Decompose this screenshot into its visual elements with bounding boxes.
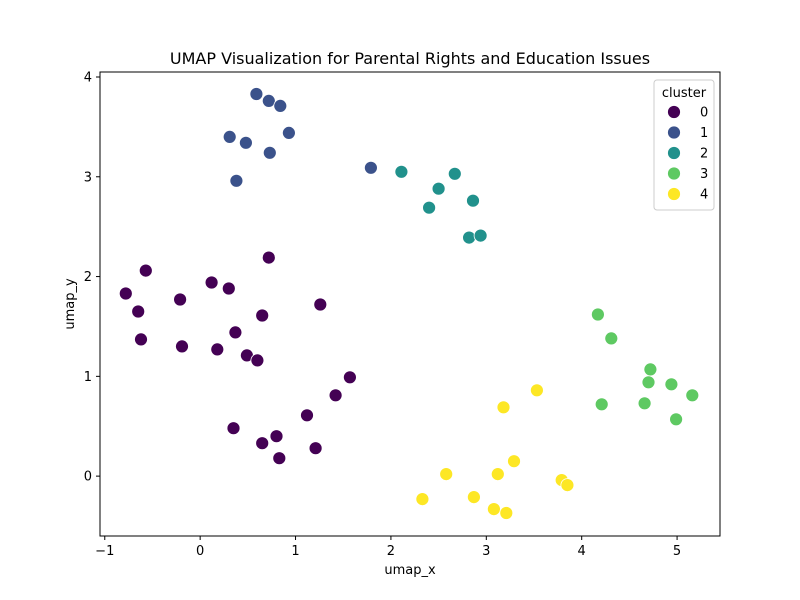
data-point-cluster-1 bbox=[229, 173, 244, 188]
y-tick-label: 0 bbox=[84, 470, 92, 485]
data-point-cluster-4 bbox=[486, 502, 501, 517]
data-point-cluster-4 bbox=[499, 506, 514, 520]
x-axis: −1 0 1 2 3 4 5 bbox=[95, 536, 681, 559]
y-tick-label: 3 bbox=[84, 170, 92, 185]
data-point-cluster-3 bbox=[591, 307, 605, 322]
data-point-cluster-0 bbox=[269, 429, 284, 444]
data-point-cluster-3 bbox=[643, 362, 658, 377]
data-point-cluster-1 bbox=[249, 87, 264, 101]
x-tick-label: 0 bbox=[196, 544, 204, 559]
data-point-cluster-2 bbox=[422, 200, 437, 215]
data-point-cluster-2 bbox=[466, 193, 480, 208]
data-point-cluster-3 bbox=[594, 397, 609, 412]
legend-label-2: 2 bbox=[700, 147, 708, 162]
x-tick-label: 4 bbox=[578, 544, 586, 559]
data-point-cluster-0 bbox=[138, 263, 153, 278]
data-point-cluster-3 bbox=[641, 375, 656, 390]
x-tick-label: −1 bbox=[95, 544, 114, 559]
legend-marker-2 bbox=[667, 146, 681, 160]
y-tick-label: 4 bbox=[84, 70, 92, 85]
data-point-cluster-0 bbox=[328, 388, 343, 403]
legend-marker-4 bbox=[667, 187, 681, 201]
data-point-cluster-0 bbox=[221, 281, 236, 296]
data-point-cluster-0 bbox=[118, 286, 133, 301]
data-point-cluster-1 bbox=[363, 160, 378, 175]
data-point-cluster-1 bbox=[273, 99, 288, 113]
data-point-cluster-0 bbox=[250, 353, 265, 368]
data-point-cluster-2 bbox=[447, 166, 462, 181]
data-point-cluster-2 bbox=[394, 164, 409, 179]
x-axis-label: umap_x bbox=[384, 563, 436, 578]
data-point-cluster-1 bbox=[261, 94, 276, 108]
data-point-cluster-0 bbox=[272, 451, 287, 466]
data-point-cluster-0 bbox=[308, 441, 323, 456]
data-point-cluster-0 bbox=[261, 250, 276, 265]
data-point-cluster-1 bbox=[222, 129, 237, 144]
y-axis-label: umap_y bbox=[63, 278, 78, 330]
chart-title: UMAP Visualization for Parental Rights a… bbox=[170, 49, 650, 68]
data-point-cluster-0 bbox=[175, 339, 189, 354]
data-point-cluster-3 bbox=[637, 396, 652, 411]
data-point-cluster-4 bbox=[507, 454, 521, 469]
x-tick-label: 1 bbox=[291, 544, 299, 559]
data-point-cluster-4 bbox=[415, 492, 430, 507]
legend: cluster 0 1 2 3 4 bbox=[653, 79, 715, 211]
data-point-cluster-4 bbox=[560, 478, 575, 493]
data-point-cluster-0 bbox=[313, 297, 328, 312]
y-tick-label: 2 bbox=[84, 270, 92, 285]
data-point-cluster-4 bbox=[439, 467, 454, 482]
data-point-cluster-3 bbox=[604, 331, 619, 346]
data-point-cluster-0 bbox=[131, 304, 146, 319]
legend-items: 0 1 2 3 4 bbox=[667, 105, 708, 203]
data-point-cluster-1 bbox=[281, 125, 296, 140]
legend-marker-0 bbox=[667, 105, 681, 119]
data-point-cluster-2 bbox=[431, 181, 446, 196]
points-layer bbox=[118, 87, 700, 520]
x-tick-label: 5 bbox=[673, 544, 681, 559]
data-point-cluster-4 bbox=[496, 400, 511, 415]
data-point-cluster-0 bbox=[255, 436, 270, 451]
data-point-cluster-0 bbox=[134, 332, 148, 347]
data-point-cluster-3 bbox=[669, 412, 683, 427]
data-point-cluster-3 bbox=[664, 377, 679, 392]
data-point-cluster-2 bbox=[462, 230, 477, 245]
data-point-cluster-0 bbox=[228, 325, 243, 340]
legend-label-3: 3 bbox=[700, 167, 708, 182]
data-point-cluster-0 bbox=[255, 308, 270, 323]
data-point-cluster-0 bbox=[210, 342, 225, 357]
legend-label-4: 4 bbox=[700, 188, 708, 203]
data-point-cluster-4 bbox=[530, 383, 544, 398]
data-point-cluster-1 bbox=[238, 135, 253, 150]
data-point-cluster-1 bbox=[262, 145, 277, 160]
data-point-cluster-0 bbox=[300, 408, 314, 423]
y-axis: 0 1 2 3 4 bbox=[84, 70, 100, 485]
data-point-cluster-0 bbox=[342, 370, 357, 385]
y-tick-label: 1 bbox=[84, 370, 92, 385]
legend-label-1: 1 bbox=[700, 126, 708, 141]
data-point-cluster-4 bbox=[466, 490, 481, 505]
data-point-cluster-3 bbox=[685, 388, 700, 403]
legend-marker-1 bbox=[667, 125, 681, 140]
data-point-cluster-0 bbox=[173, 292, 188, 307]
legend-marker-3 bbox=[667, 166, 681, 181]
data-point-cluster-2 bbox=[473, 228, 488, 243]
x-tick-label: 2 bbox=[387, 544, 395, 559]
x-tick-label: 3 bbox=[482, 544, 490, 559]
data-point-cluster-0 bbox=[204, 275, 219, 290]
legend-title: cluster bbox=[662, 86, 707, 101]
plot-frame bbox=[99, 71, 721, 537]
data-point-cluster-4 bbox=[490, 467, 505, 482]
legend-label-0: 0 bbox=[700, 106, 708, 121]
data-point-cluster-0 bbox=[226, 421, 241, 436]
